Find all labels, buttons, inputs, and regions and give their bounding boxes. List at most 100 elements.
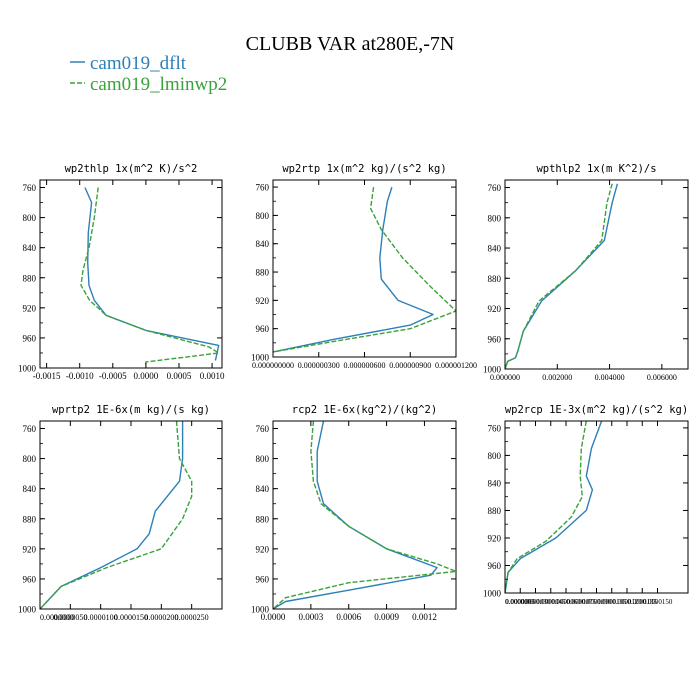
y-tick-label: 1000 [251,605,270,615]
x-tick-label: 0.0000 [261,612,286,622]
series-line-lminwp2 [273,421,456,609]
x-tick-label: 0.0000150 [114,613,148,622]
x-tick-label: 0.0006 [336,612,361,622]
x-tick-label: 0.0000135 [627,598,657,606]
x-tick-label: 0.0000150 [643,598,673,606]
subplot-3: wpthlp2 1x(m K^2)/s 760 800 840 880 920 960 100… [483,163,689,382]
series-group [40,421,193,609]
series-line-dflt [273,421,438,609]
y-tick-label: 880 [23,273,37,283]
x-tick-label: 0.0000090 [582,598,612,606]
x-tick-label: 0.0000000 [40,613,74,622]
x-tick-label: 0.0000250 [175,613,209,622]
y-tick-label: 760 [23,424,37,434]
y-tick-label: 920 [23,303,37,313]
figure-title: CLUBB VAR at280E,-7N [246,33,455,55]
x-tick-label: 0.0003 [298,612,323,622]
x-tick-label: 0.0005 [167,371,192,381]
subplot-title: wprtp2 1E-6x(m kg)/(s kg) [52,404,210,416]
plot-frame [39,179,223,369]
plot-frame [272,420,457,610]
y-tick-label: 880 [488,506,502,516]
x-tick-label: -0.0005 [99,371,127,381]
series-line-dflt [40,421,184,609]
x-tick-label: 0.0012 [412,612,437,622]
y-tick-label: 920 [488,533,502,543]
y-tick-label: 960 [488,561,502,571]
y-tick-label: 1000 [483,365,502,375]
subplot-6: wp2rcp 1E-3x(m^2 kg)/(s^2 kg)760 800 840 88… [483,404,689,606]
x-tick-label: -0.0010 [66,371,94,381]
series-group [80,187,220,367]
series-line-lminwp2 [273,187,456,353]
series-group [505,183,619,369]
y-tick-label: 800 [488,451,502,461]
y-tick-label: 840 [488,244,502,254]
x-tick-label: 0.0000015 [505,598,535,606]
y-tick-label: 960 [488,334,502,344]
subplot-2: wp2rtp 1x(m^2 kg)/(s^2 kg) 760 800 840 880 92… [251,163,477,370]
x-tick-label: 0.0000120 [612,598,642,606]
x-tick-label: 0.004000 [595,373,625,382]
y-tick-label: 840 [23,243,37,253]
y-tick-label: 960 [256,574,270,584]
y-tick-label: 880 [256,514,270,524]
y-tick-label: 920 [23,544,37,554]
y-tick-label: 920 [256,544,270,554]
subplot-title: wp2thlp 1x(m^2 K)/s^2 [65,163,198,175]
x-tick-label: 0.0000200 [144,613,178,622]
series-line-lminwp2 [505,183,613,369]
x-tick-label: 0.0000060 [551,598,581,606]
y-tick-label: 760 [256,424,270,434]
x-tick-label: 0.0000100 [84,613,118,622]
plot-frame [39,420,223,610]
x-tick-label: 0.000000 [490,373,520,382]
plot-frame [504,420,689,594]
subplot-title: wpthlp2 1x(m K^2)/s [536,163,656,175]
legend-label-lminwp2: cam019_lminwp2 [90,74,227,95]
y-tick-label: 800 [23,454,37,464]
x-tick-label: 0.0000075 [566,598,596,606]
x-tick-label: 0.0009 [374,612,399,622]
plot-frame [504,179,689,370]
series-line-dflt [273,186,434,353]
x-tick-label: 0.0000000 [505,598,535,606]
x-tick-label: 0.0000045 [536,598,566,606]
x-tick-label: 0.0010 [200,371,225,381]
y-tick-label: 800 [256,454,270,464]
x-tick-label: 0.006000 [647,373,677,382]
y-tick-label: 880 [23,514,37,524]
subplot-grid: wp2thlp 1x(m^2 K)/s^2 760 800 840 880 920 960 1… [18,163,689,622]
series-line-dflt [505,421,603,593]
subplot-5: rcp2 1E-6x(kg^2)/(kg^2) 760 800 840 880 920 96… [251,404,457,622]
y-tick-label: 960 [256,324,270,334]
x-tick-label: 0.000000300 [298,361,340,370]
y-tick-label: 760 [256,183,270,193]
y-tick-label: 840 [488,478,502,488]
y-tick-label: 760 [488,183,502,193]
subplot-4: wprtp2 1E-6x(m kg)/(s kg) 760 800 840 880 920… [18,404,223,622]
y-tick-label: 920 [488,304,502,314]
legend-label-dflt: cam019_dflt [90,53,187,74]
y-tick-label: 840 [23,484,37,494]
y-tick-label: 840 [256,484,270,494]
x-tick-label: -0.0015 [33,371,61,381]
y-tick-label: 840 [256,239,270,249]
x-tick-label: 0.0000050 [53,613,87,622]
x-tick-label: 0.0000 [134,371,159,381]
y-tick-label: 880 [256,268,270,278]
y-tick-label: 760 [23,183,37,193]
x-tick-label: 0.0000030 [521,598,551,606]
figure-legend: cam019_dflt cam019_lminwp2 [70,53,227,95]
subplot-title: rcp2 1E-6x(kg^2)/(kg^2) [292,404,437,416]
y-tick-label: 880 [488,274,502,284]
series-line-lminwp2 [80,187,220,367]
series-line-dflt [505,183,619,369]
series-line-lminwp2 [505,421,587,593]
y-tick-label: 1000 [483,589,502,599]
subplot-title: wp2rtp 1x(m^2 kg)/(s^2 kg) [282,163,446,175]
y-tick-label: 920 [256,296,270,306]
series-group [273,421,456,609]
x-tick-label: 0.0000105 [597,598,627,606]
